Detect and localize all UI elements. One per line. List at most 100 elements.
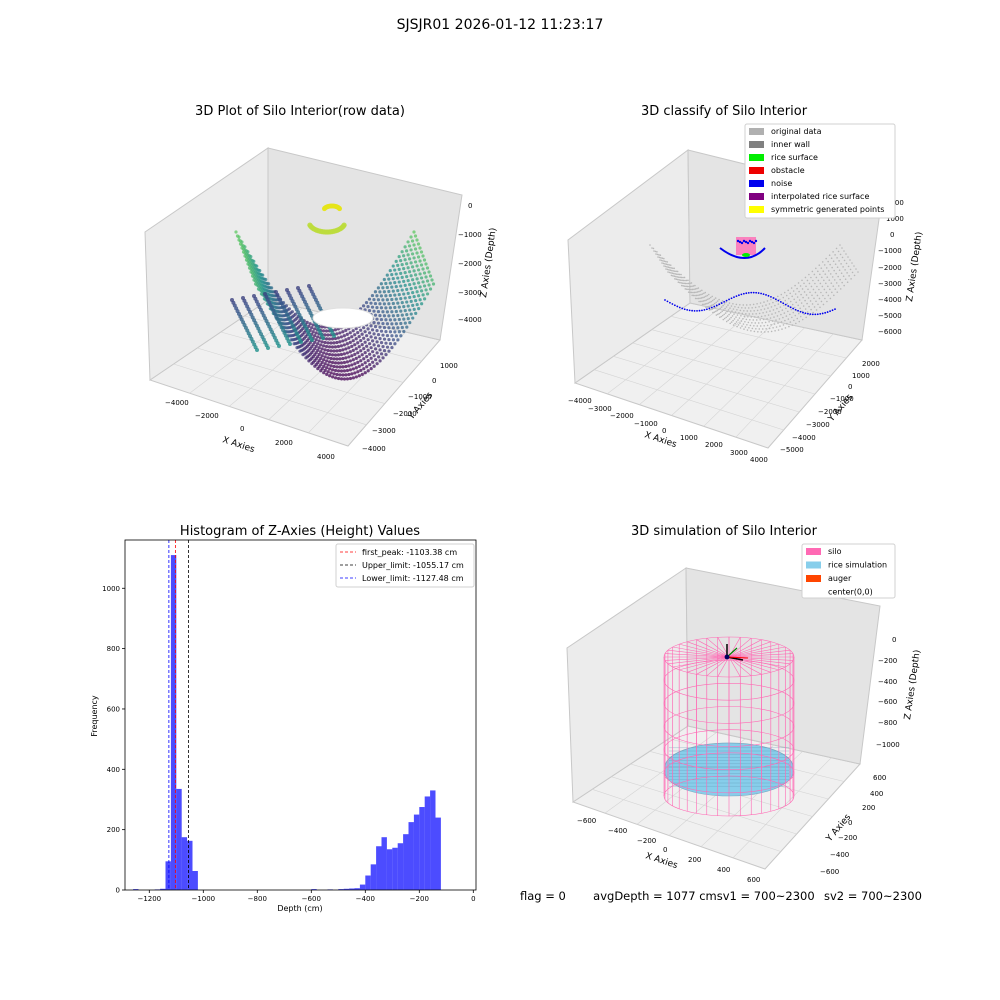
histogram-bar: [403, 834, 409, 890]
legend-item: obstacle: [771, 166, 805, 175]
classify-ztick: −5000: [878, 312, 902, 320]
histogram-xtick: −1000: [191, 895, 215, 903]
histogram-xlabel: Depth (cm): [277, 904, 322, 913]
classify-ytick: −2000: [818, 408, 842, 416]
histogram-bar: [370, 864, 377, 890]
histogram-bar: [176, 788, 182, 890]
histogram-ytick: 800: [107, 645, 120, 653]
histogram-ytick: 1000: [102, 585, 120, 593]
simulation-ytick: 0: [848, 819, 852, 827]
simulation-ztick: −200: [878, 657, 897, 665]
legend-item: symmetric generated points: [771, 205, 884, 214]
raw-xtick: −2000: [195, 412, 219, 420]
raw-ytick: 0: [432, 377, 436, 385]
legend-item: rice simulation: [828, 561, 887, 570]
histogram-xtick: −200: [410, 895, 429, 903]
histogram-bar: [187, 840, 193, 890]
histogram-bar: [359, 884, 366, 890]
histogram-bar: [397, 843, 404, 890]
status-line: flag = 0 avgDepth = 1077 cmsv1 = 700~230…: [520, 889, 922, 903]
histogram-bar: [349, 888, 355, 890]
simulation-ztick: −400: [878, 678, 897, 686]
classify-xtick: −1000: [634, 420, 658, 428]
classify-xtick: 4000: [750, 456, 768, 464]
figure-title: SJSJR01 2026-01-12 11:23:17: [396, 17, 604, 33]
simulation-xtick: 0: [663, 846, 667, 854]
flag-value: flag = 0: [520, 889, 566, 903]
classify-ytick: −5000: [780, 446, 804, 454]
simulation-ztick: 0: [892, 636, 896, 644]
simulation-ytick: 600: [873, 774, 886, 782]
classify-ztick: 0: [890, 231, 894, 239]
raw-ztick: 0: [468, 202, 472, 210]
simulation-pane-floor: [566, 567, 881, 870]
classify-ytick: 2000: [862, 360, 880, 368]
histogram-ytick: 400: [107, 766, 120, 774]
classify-zlabel: Z Axies (Depth): [905, 231, 925, 302]
classify-xtick: 1000: [680, 434, 698, 442]
histogram-bar: [413, 814, 420, 890]
simulation-xtick: −200: [637, 837, 656, 845]
raw-zlabel: Z Axies (Depth): [479, 227, 499, 298]
histogram-bar: [386, 849, 393, 890]
simulation-ztick: −800: [878, 719, 897, 727]
raw-xtick: 4000: [317, 453, 335, 461]
classify-ztick: −2000: [878, 264, 902, 272]
histogram-bar: [408, 822, 414, 890]
histogram-xtick: −800: [248, 895, 267, 903]
simulation-3d-plot: −600 −400 −200 0 200 400 600 −600 −400 −…: [566, 543, 923, 884]
classify-ztick: −1000: [878, 247, 902, 255]
histogram-ytick: 200: [107, 826, 120, 834]
auger-icon: [724, 644, 749, 661]
raw-ztick: −1000: [458, 231, 482, 239]
classify-xtick: −2000: [610, 412, 634, 420]
histogram-bar: [160, 888, 166, 890]
sv2-value: sv2 = 700~2300: [823, 889, 922, 903]
histogram-bar: [192, 870, 198, 890]
classify-ztick: −6000: [878, 328, 902, 336]
legend-item: rice surface: [771, 153, 818, 162]
avg-depth-value: avgDepth = 1077 cm: [593, 889, 717, 903]
raw-xtick: −4000: [165, 399, 189, 407]
classify-ytick: 0: [848, 383, 852, 391]
classify-ztick: −3000: [878, 280, 902, 288]
histogram-bar: [430, 790, 436, 890]
raw-xlabel: X Axies: [221, 435, 256, 455]
histogram-ytick: 0: [116, 887, 120, 895]
histogram-chart: −1200 −1000 −800 −600 −400 −200 0 0 200 400 600 80…: [90, 539, 477, 913]
simulation-xtick: 600: [747, 876, 760, 884]
classify-ytick: −4000: [792, 434, 816, 442]
simulation-ytick: −400: [830, 851, 849, 859]
classify-plot-title: 3D classify of Silo Interior: [640, 104, 808, 119]
simulation-xtick: 200: [688, 856, 701, 864]
classify-xlabel: X Axies: [643, 430, 678, 450]
histogram-xtick: −400: [356, 895, 375, 903]
raw-ytick: −4000: [362, 445, 386, 453]
histogram-xtick: −1200: [137, 895, 161, 903]
legend-item: silo: [828, 547, 842, 556]
classify-ytick: −1000: [830, 395, 854, 403]
histogram-bar: [133, 889, 139, 890]
histogram-bar: [181, 837, 188, 890]
classify-ztick: −4000: [878, 296, 902, 304]
classify-ztick: 1000: [886, 215, 904, 223]
histogram-legend-item: Lower_limit: -1127.48 cm: [362, 574, 464, 583]
histogram-bar: [392, 847, 398, 890]
histogram-legend-item: first_peak: -1103.38 cm: [362, 548, 457, 557]
simulation-zlabel: Z Axies (Depth): [903, 649, 923, 720]
simulation-ztick: −1000: [876, 741, 900, 749]
raw-plot-title: 3D Plot of Silo Interior(row data): [195, 104, 405, 119]
raw-3d-plot: −4000 −2000 0 2000 4000 −4000 −3000 −200…: [144, 147, 499, 461]
simulation-xtick: −400: [608, 827, 627, 835]
legend-item: interpolated rice surface: [771, 192, 869, 201]
simulation-ztick: −600: [878, 698, 897, 706]
histogram-bar: [424, 796, 431, 890]
raw-ytick: 1000: [440, 362, 458, 370]
histogram-legend: first_peak: -1103.38 cm Upper_limit: -105…: [335, 543, 475, 588]
histogram-bar: [343, 888, 350, 890]
classify-xtick: 3000: [730, 449, 748, 457]
simulation-ytick: −200: [838, 834, 857, 842]
histogram-bar: [354, 888, 360, 890]
histogram-bar: [311, 889, 317, 890]
histogram-xtick: 0: [471, 895, 475, 903]
